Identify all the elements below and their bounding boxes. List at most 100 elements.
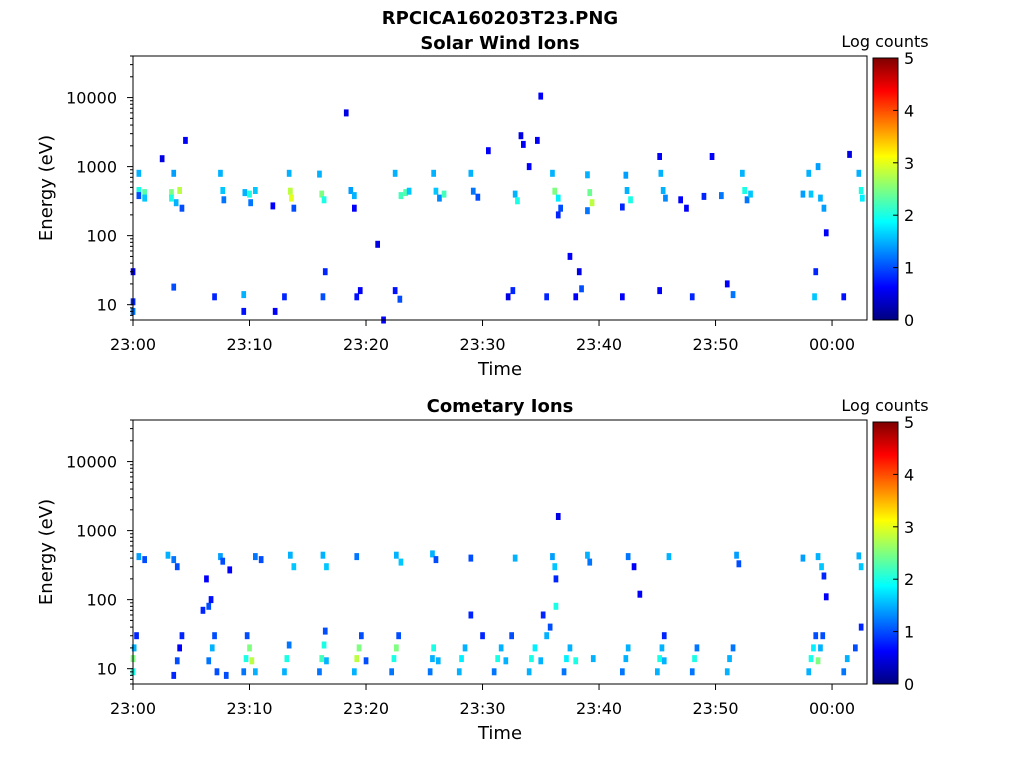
y-tick-label: 10000 [66,453,117,472]
heatmap-cell [352,204,357,212]
heatmap-cell [391,655,397,663]
heatmap-cell [352,192,357,200]
heatmap-cell [558,204,563,212]
colorbar-tick-label: 3 [904,154,914,173]
heatmap-cell [468,611,474,619]
heatmap-cell [320,551,326,559]
heatmap-cell [623,171,629,179]
y-tick-label: 10000 [66,89,117,108]
heatmap-cell [456,668,462,676]
heatmap-cell [659,644,665,652]
heatmap-cell [585,207,590,215]
heatmap-cell [491,668,497,676]
heatmap-cell [623,655,629,663]
heatmap-cell [811,644,816,652]
heatmap-cell [821,572,827,580]
heatmap-cell [223,671,229,679]
heatmap-cell [579,285,584,293]
heatmap-cell [136,553,142,561]
y-tick-label: 10 [97,660,117,679]
heatmap-cell [847,150,852,158]
x-tick-label: 23:50 [692,335,738,354]
heatmap-cell [709,153,715,160]
heatmap-cell [818,194,823,202]
heatmap-cell [812,293,817,301]
heatmap-cell [206,602,212,610]
heatmap-cell [427,668,433,676]
heatmap-cell [286,169,292,177]
heatmap-cell [174,657,180,665]
plot-frame [132,419,868,685]
heatmap-cell [678,196,683,204]
heatmap-cell [512,190,518,198]
heatmap-cell [136,169,142,177]
colorbar [872,57,899,321]
heatmap-cell [573,657,579,665]
heatmap-cell [253,187,258,194]
heatmap-cell [573,293,579,301]
x-tick-label: 00:00 [809,335,855,354]
heatmap-cell [806,169,812,177]
heatmap-cell [375,240,380,248]
heatmap-cell [813,268,819,276]
heatmap-cell [142,189,147,197]
heatmap-cell [518,132,524,140]
heatmap-cell [532,644,538,652]
heatmap-cell [858,563,864,571]
x-tick-label: 23:00 [110,335,156,354]
colorbar-tick-label: 1 [904,623,914,642]
heatmap-cell [136,192,142,200]
colorbar-tick-label: 5 [904,49,914,68]
heatmap-cell [468,554,474,562]
heatmap-cell [354,655,360,663]
heatmap-cell [540,611,546,619]
heatmap-cell [734,551,739,559]
heatmap-cell [320,293,326,301]
heatmap-cell [552,563,558,571]
heatmap-cell [324,563,329,571]
heatmap-cell [692,655,697,663]
heatmap-cell [589,199,595,207]
heatmap-cell [815,163,821,171]
heatmap-cell [590,655,596,663]
heatmap-cell [666,553,672,561]
heatmap-cell [431,169,436,177]
heatmap-cell [134,632,139,640]
heatmap-cell [585,551,590,559]
heatmap-cell [658,169,664,177]
heatmap-cell [800,190,806,198]
y-tick-label: 100 [86,591,117,610]
heatmap-cell [289,194,294,202]
heatmap-cell [348,187,354,194]
heatmap-cell [179,632,185,640]
heatmap-cell [206,657,212,665]
colorbar-tick-label: 2 [904,206,914,225]
colorbar-label: Log counts [841,396,928,415]
panel-title: Cometary Ions [427,396,574,417]
heatmap-cell [433,556,439,564]
x-tick-label: 23:30 [459,335,505,354]
heatmap-cell [324,657,329,665]
heatmap-cell [742,187,747,194]
heatmap-cell [657,655,662,663]
heatmap-cell [552,187,558,195]
x-tick-label: 23:30 [459,699,505,718]
y-axis-label: Energy (eV) [36,135,57,241]
heatmap-cell [249,657,255,665]
heatmap-cell [860,194,865,202]
heatmap-cell [142,194,147,202]
heatmap-cell [343,109,349,117]
heatmap-cell [730,291,736,299]
heatmap-cell [657,287,662,295]
heatmap-cell [813,632,819,640]
heatmap-cell [553,575,559,583]
heatmap-cell [321,196,327,204]
heatmap-cell [359,632,364,640]
heatmap-cell [526,163,532,171]
x-tick-label: 23:00 [110,699,156,718]
heatmap-cell [392,169,398,177]
x-axis: 23:00 23:10 23:20 23:30 23:40 23:50 00:00 [110,684,855,718]
x-tick-label: 23:50 [692,699,738,718]
heatmap-cell [544,293,549,301]
heatmap-cell [357,287,363,295]
